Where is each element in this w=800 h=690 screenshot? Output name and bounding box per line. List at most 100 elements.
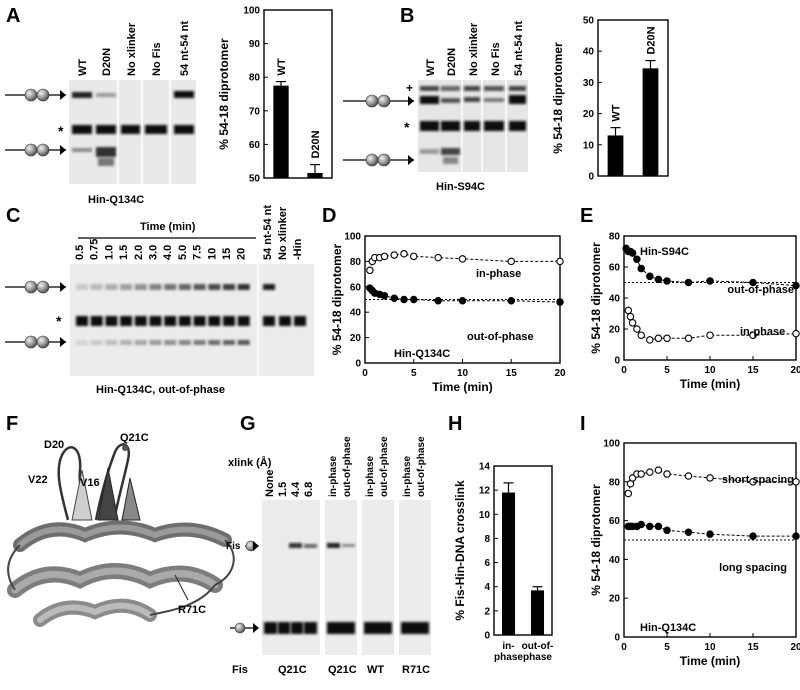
gel-b-lane-label-2: No xlinker (468, 22, 480, 76)
svg-text:+: + (406, 81, 413, 95)
chart-h-ytick-label: 6 (484, 558, 490, 569)
gel-b-caption: Hin-S94C (436, 181, 485, 193)
chart-d-point-0-5 (390, 251, 398, 259)
gel-c-lane-label-14: -Hin (292, 238, 304, 260)
gel-c-lane-label-7: 5.0 (177, 245, 189, 260)
chart-h-ytick-label: 8 (484, 534, 490, 545)
chart-i-xtick-label: 10 (704, 642, 716, 653)
chart-a-ylabel: % 54-18 diprotomer (217, 38, 231, 150)
gel-b-lane-labels: WT D20N No xlinker No Fis 54 nt-54 nt (425, 21, 525, 76)
gel-c-lane-label-4: 2.0 (133, 245, 145, 260)
gel-c-lane-label-3: 1.5 (118, 245, 130, 260)
chart-b-frame (597, 19, 669, 177)
chart-e-point-1-5 (646, 336, 654, 344)
chart-e-point-0-5 (637, 264, 645, 273)
chart-e-point-0-12 (792, 281, 800, 290)
residue-label-3: V16 (80, 477, 100, 489)
chart-e-xtick-label: 5 (664, 365, 670, 376)
chart-b-bar-1 (642, 68, 659, 176)
gel-a-lane-label-2: No xlinker (126, 22, 138, 76)
chart-d-xlabel: Time (min) (432, 380, 492, 394)
gel-g-group-labels: Q21C Q21C WT R71C (278, 664, 430, 676)
chart-i-point-0-5 (646, 468, 654, 476)
chart-d-xtick-label: 15 (506, 368, 518, 379)
chart-d-point-0-0 (366, 266, 374, 275)
chart-d-series-label-1: out-of-phase (467, 331, 534, 343)
chart-h: 0 2 4 6 8 10 12 14 % Fis-Hin-DNA crosslink in-pha… (453, 462, 553, 664)
chart-e-ytick-label: 20 (609, 325, 621, 336)
chart-d-ytick-label: 0 (355, 359, 361, 370)
gel-a-caption: Hin-Q134C (88, 194, 144, 206)
chart-e: 0 20 40 60 80 % 54-18 diprotomer 0 5 10 15 20 Time … (589, 232, 800, 392)
residue-label-0: D20 (44, 439, 64, 451)
chart-i-point-0-8 (684, 472, 693, 480)
chart-h-bar-1 (530, 590, 545, 635)
chart-a-category-0: WT (276, 58, 288, 75)
panel-label-g: G (240, 413, 256, 435)
chart-e-point-0-10 (706, 277, 714, 285)
chart-e-point-1-10 (749, 331, 757, 339)
chart-a-category-1: D20N (310, 130, 322, 158)
chart-e-xtick-label: 15 (747, 365, 759, 376)
gel-b-lane-label-4: 54 nt-54 nt (513, 21, 525, 76)
chart-i-xtick-label: 15 (747, 642, 759, 653)
gel-a-lane-label-4: 54 nt-54 nt (179, 21, 191, 76)
chart-e-point-1-9 (706, 331, 714, 339)
chart-e-ytick-label: 60 (609, 263, 621, 274)
gel-g-lane-label-2: 4.4 (290, 481, 302, 497)
chart-i-ytick-label: 100 (603, 439, 620, 450)
gel-a-lane-labels: WT D20N No xlinker No Fis 54 nt-54 nt (77, 21, 191, 76)
chart-e-series-label-1: in-phase (740, 326, 785, 338)
chart-h-ytick-label: 2 (484, 606, 490, 617)
gel-b-bottom-marker (343, 153, 414, 167)
residue-label-2: V22 (28, 474, 48, 486)
chart-a-ytick-label: 90 (249, 39, 261, 50)
chart-b-ytick-label: 40 (583, 47, 595, 58)
gel-c-lane-labels: 0.5 0.75 1.0 1.5 2.0 3.0 4.0 5.0 7.5 10 15 20 54 nt-… (74, 205, 304, 260)
chart-b-ylabel: % 54-18 diprotomer (551, 42, 565, 154)
chart-e-point-1-4 (637, 331, 645, 339)
chart-i-point-1-11 (792, 532, 800, 540)
chart-e-point-0-6 (646, 272, 654, 281)
chart-i-point-0-7 (663, 470, 671, 478)
chart-i-annotation: Hin-Q134C (640, 622, 696, 634)
chart-b-ytick-label: 30 (583, 78, 595, 89)
gel-c-star: * (56, 313, 62, 329)
chart-e-point-1-3 (633, 325, 641, 333)
gel-g-lane-label-1: 1.5 (277, 482, 289, 497)
chart-e-ytick-label: 40 (609, 294, 621, 305)
chart-b: 0 10 20 30 40 50 % 54-18 diprotomer WT D20N (551, 16, 669, 183)
chart-e-point-1-7 (663, 334, 671, 343)
gel-c-lane-label-8: 7.5 (192, 245, 204, 260)
gel-g-group-label-1: Q21C (328, 664, 357, 676)
gel-c-top-marker (5, 280, 66, 294)
chart-d-ytick-label: 100 (344, 232, 361, 243)
chart-e-point-0-7 (654, 275, 663, 284)
chart-e-ytick-label: 80 (609, 232, 621, 243)
chart-e-point-1-11 (792, 329, 800, 338)
chart-h-frame (493, 465, 553, 636)
chart-h-category-1: out-of-phase (522, 641, 554, 663)
gel-b-lane-label-1: D20N (446, 48, 458, 76)
panel-label-f: F (6, 413, 18, 435)
panel-label-b: B (400, 5, 414, 27)
gel-g-lane-labels: None 1.5 4.4 6.8 in-phase out-of-phase in-phas… (264, 436, 427, 497)
chart-i-ytick-label: 40 (609, 555, 621, 566)
chart-d-ytick-label: 40 (350, 308, 362, 319)
gel-g-group-label-0: Q21C (278, 664, 307, 676)
chart-b-ytick-label: 20 (583, 109, 595, 120)
panel-label-a: A (6, 5, 20, 27)
chart-i-point-1-10 (749, 532, 757, 540)
chart-d-point-0-6 (400, 250, 408, 258)
chart-d-point-0-8 (434, 253, 442, 262)
chart-h-bar-0 (501, 492, 516, 635)
chart-e-point-1-0 (624, 306, 633, 315)
gel-c-lane-label-1: 0.75 (89, 239, 101, 260)
chart-e-ylabel: % 54-18 diprotomer (589, 242, 603, 354)
chart-i-point-0-9 (706, 474, 714, 482)
chart-i-xlabel: Time (min) (680, 654, 740, 668)
protein-residue-labels: D20 Q21C V22 V16 R71C (28, 432, 206, 616)
gel-g-xlink-title: xlink (Å) (228, 456, 272, 469)
chart-a-ytick-label: 70 (249, 106, 261, 117)
